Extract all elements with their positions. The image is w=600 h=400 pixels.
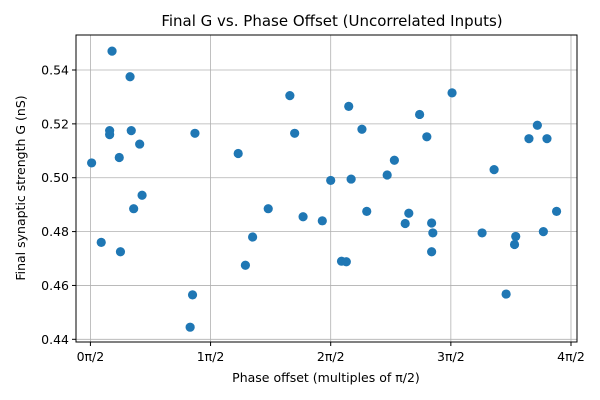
ticks-layer: 0π/2 1π/2 2π/2 3π/2 4π/2 0.44 0.46 0.48 0.50 0.52… (41, 63, 585, 364)
y-axis-label: Final synaptic strength G (nS) (13, 95, 28, 280)
data-point (542, 134, 552, 144)
data-point (96, 237, 106, 247)
data-point (382, 170, 392, 180)
y-tick-label: 0.44 (41, 332, 69, 347)
data-point (501, 289, 511, 299)
data-point (185, 322, 195, 332)
data-point (125, 72, 135, 82)
data-point (362, 206, 372, 216)
data-point (115, 247, 126, 257)
data-point (126, 126, 136, 136)
data-point (290, 128, 300, 138)
data-point (87, 158, 97, 168)
data-point (137, 190, 147, 200)
x-tick-label: 3π/2 (437, 349, 465, 364)
data-point (298, 212, 308, 222)
data-point (477, 228, 487, 238)
data-point (447, 88, 457, 98)
data-point (509, 239, 520, 250)
data-point (489, 165, 499, 175)
data-point (551, 206, 562, 216)
data-point (135, 139, 145, 149)
plot-frame (75, 34, 578, 343)
data-point (114, 152, 124, 163)
data-point (326, 175, 336, 186)
x-tick-label: 0π/2 (77, 349, 105, 364)
data-point (511, 231, 521, 242)
data-point (263, 204, 273, 214)
data-point (400, 218, 410, 229)
data-point (190, 128, 200, 138)
data-point (415, 109, 425, 120)
data-point (240, 260, 251, 270)
data-point (341, 257, 351, 267)
x-tick-label: 1π/2 (197, 349, 225, 364)
data-point (317, 216, 327, 226)
data-point (233, 148, 243, 159)
x-axis-label: Phase offset (multiples of π/2) (232, 370, 420, 385)
data-point (422, 132, 432, 142)
y-tick-label: 0.54 (41, 63, 69, 78)
data-point (538, 226, 548, 237)
y-tick-label: 0.48 (41, 224, 69, 239)
data-point (105, 130, 115, 140)
data-point (346, 174, 356, 184)
data-point (285, 90, 295, 101)
data-point (532, 120, 542, 130)
data-point (344, 101, 354, 111)
x-tick-label: 4π/2 (557, 349, 585, 364)
data-point (248, 232, 258, 242)
y-tick-label: 0.46 (41, 278, 69, 293)
y-tick-label: 0.50 (41, 170, 69, 185)
data-point (428, 228, 438, 238)
data-point (524, 134, 534, 144)
data-point (187, 290, 198, 300)
data-point (129, 204, 139, 214)
points-layer (87, 46, 562, 332)
chart-title: Final G vs. Phase Offset (Uncorrelated I… (161, 12, 502, 30)
y-tick-label: 0.52 (41, 116, 69, 131)
data-point (357, 124, 367, 134)
data-point (107, 46, 117, 56)
data-point (404, 208, 414, 218)
data-point (427, 247, 437, 257)
data-point (389, 155, 399, 165)
x-tick-label: 2π/2 (317, 349, 345, 364)
grid-layer (76, 35, 577, 342)
data-point (427, 218, 437, 228)
